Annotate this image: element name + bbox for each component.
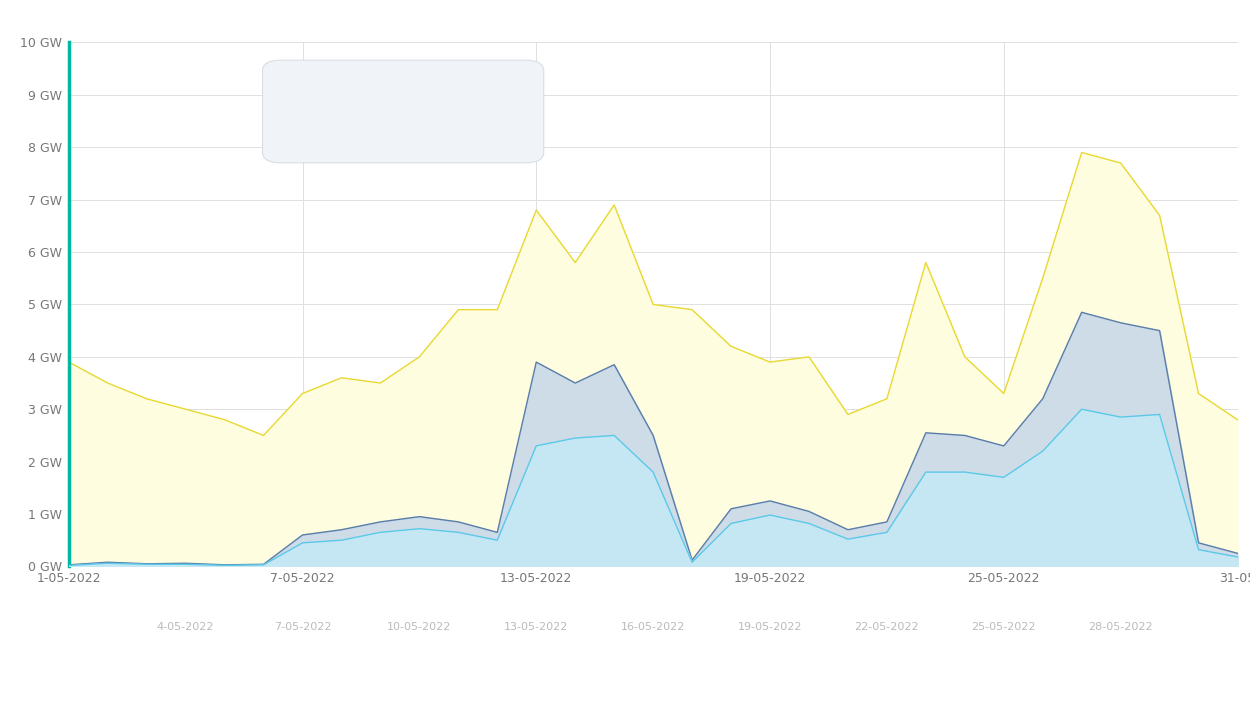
Text: ✳: ✳ bbox=[454, 103, 469, 122]
Circle shape bbox=[369, 86, 421, 139]
Circle shape bbox=[435, 86, 488, 139]
Text: 🌀: 🌀 bbox=[390, 103, 400, 122]
Text: 🌀: 🌀 bbox=[324, 103, 334, 122]
Circle shape bbox=[302, 86, 355, 139]
